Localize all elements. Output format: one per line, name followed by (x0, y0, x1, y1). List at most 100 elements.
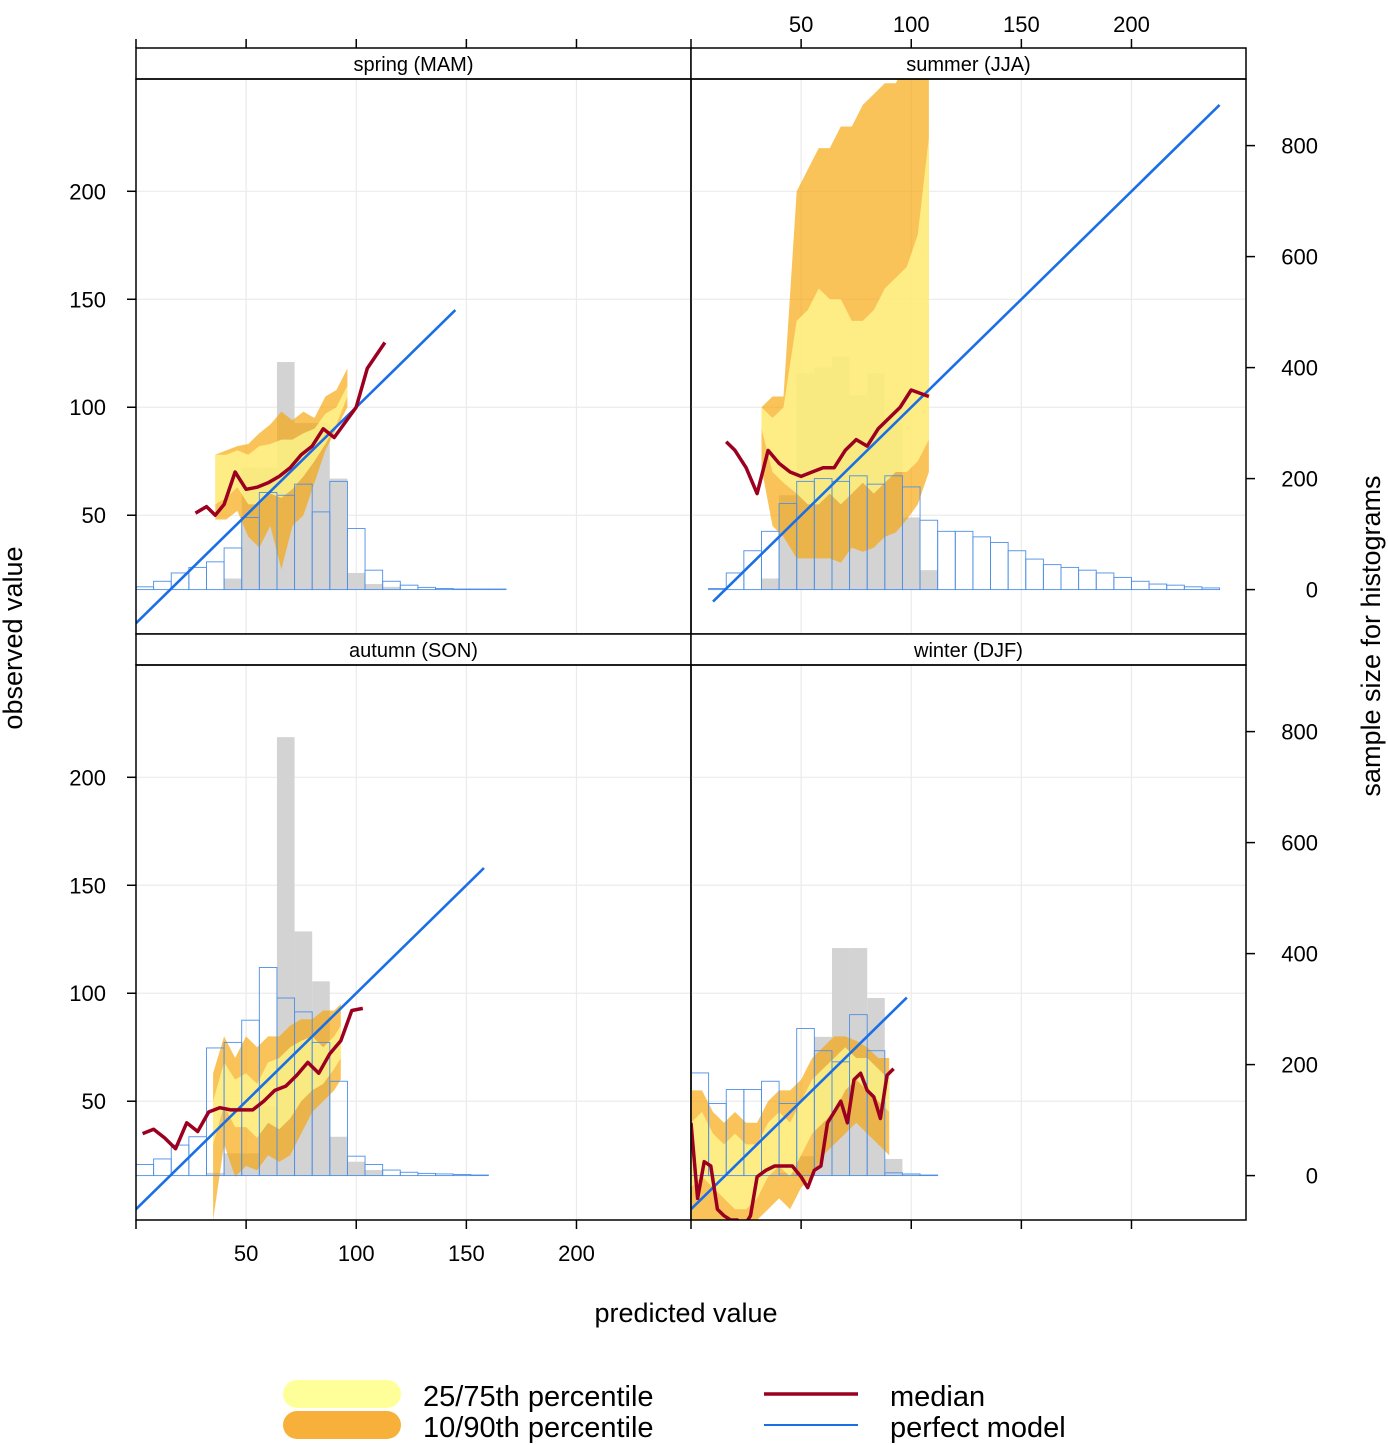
legend: 25/75th percentile 10/90th percentile me… (283, 1380, 1066, 1444)
median-line (194, 341, 387, 517)
hist-predicted-bar (1183, 586, 1203, 591)
y-tick-label: 50 (82, 503, 106, 528)
hist-predicted-bar (1042, 564, 1062, 591)
axes: 50 100 150 200 50 100 150 200 50 100 150 200 50 100 15… (69, 12, 1318, 1266)
panel-spring-mam: spring (MAM) (135, 47, 692, 635)
hist-predicted-bar (1131, 580, 1150, 591)
panel-plot-area (691, 665, 1246, 1220)
perfect-model-line (712, 103, 1221, 603)
hist-predicted-bar (435, 588, 454, 591)
strip-summer-jja (690, 47, 1247, 80)
hist-predicted-bar (1025, 558, 1044, 591)
hist-predicted-bar (866, 1050, 886, 1177)
hist-predicted-bar (399, 584, 419, 591)
x-tick-label: 50 (789, 12, 813, 37)
hist-observed-bar (902, 1174, 921, 1176)
x-tick-label: 100 (893, 12, 930, 37)
perfect-model-line (136, 309, 457, 625)
y-tick-label: 200 (69, 179, 106, 204)
legend-label-perfect-model: perfect model (890, 1412, 1066, 1444)
hist-predicted-bar (206, 561, 225, 591)
perfect-model-line (136, 867, 485, 1211)
hist-observed-bar (329, 478, 348, 590)
y2-tick-label: 600 (1281, 245, 1318, 270)
hist-predicted-bar (452, 588, 472, 591)
hist-predicted-bar (435, 1173, 454, 1177)
strip-label-winter-djf: winter (DJF) (913, 640, 1023, 662)
hist-predicted-bar (153, 580, 172, 591)
strip-label-spring-mam: spring (MAM) (353, 54, 473, 76)
hist-predicted-bar (136, 1164, 155, 1177)
hist-predicted-bar (470, 1174, 489, 1177)
hist-predicted-bar (364, 569, 384, 591)
hist-predicted-bar (1095, 572, 1115, 591)
y2-tick-label: 400 (1281, 356, 1318, 381)
panel-summer-jja: summer (JJA) (690, 47, 1247, 635)
y-tick-label: 50 (82, 1089, 106, 1114)
hist-observed-bar (365, 1170, 383, 1176)
median-line (724, 388, 930, 496)
panel-border (135, 78, 692, 635)
y-tick-label: 150 (69, 287, 106, 312)
hist-predicted-bar (1113, 576, 1132, 591)
y2-tick-label: 200 (1281, 467, 1318, 492)
x-axis-title: predicted value (594, 1298, 777, 1328)
hist-predicted-bar (972, 536, 991, 591)
y-tick-label: 100 (69, 981, 106, 1006)
x-tick-label: 200 (558, 1241, 595, 1266)
hist-predicted-bar (1078, 569, 1097, 591)
hist-predicted-bar (136, 586, 155, 591)
hist-predicted-bar (329, 1080, 348, 1177)
legend-swatch-q10-90 (283, 1411, 401, 1439)
panel-winter-djf: winter (DJF) (690, 633, 1247, 1221)
x-tick-label: 150 (1003, 12, 1040, 37)
hist-predicted-bar (346, 528, 366, 591)
hist-predicted-bar (1148, 583, 1168, 591)
panel-plot-area (136, 79, 691, 634)
y-tick-label: 200 (69, 765, 106, 790)
x-tick-label: 200 (1113, 12, 1150, 37)
hist-predicted-bar (1060, 566, 1080, 591)
hist-predicted-bar (382, 1169, 401, 1177)
hist-predicted-bar (153, 1158, 172, 1177)
legend-swatch-q25-75 (283, 1380, 401, 1408)
hist-predicted-bar (1166, 584, 1185, 591)
hist-predicted-bar (470, 588, 489, 591)
panel-plot-area (136, 665, 691, 1220)
hist-observed-bar (902, 517, 921, 590)
hist-predicted-bar (1201, 587, 1221, 591)
hist-predicted-bar (417, 1172, 436, 1177)
perfect-model-line (691, 996, 908, 1211)
hist-predicted-bar (417, 586, 436, 591)
strip-winter-djf (690, 633, 1247, 666)
hist-observed-bar (761, 578, 780, 590)
y2-tick-label: 200 (1281, 1053, 1318, 1078)
strip-spring-mam (135, 47, 692, 80)
x-tick-label: 50 (234, 1241, 258, 1266)
y2-tick-label: 600 (1281, 831, 1318, 856)
band-25-75 (761, 137, 929, 505)
median-line (141, 1006, 364, 1151)
hist-observed-bar (365, 584, 383, 590)
hist-predicted-bar (954, 530, 974, 591)
legend-label-q25-75: 25/75th percentile (423, 1381, 654, 1413)
strip-label-summer-jja: summer (JJA) (906, 54, 1030, 76)
hist-observed-bar (382, 586, 401, 590)
strip-autumn-son (135, 633, 692, 666)
hist-predicted-bar (919, 1174, 939, 1177)
y-tick-label: 100 (69, 395, 106, 420)
hist-predicted-bar (1007, 550, 1027, 591)
y2-axis-title: sample size for histograms (1356, 475, 1386, 796)
hist-observed-bar (884, 1158, 903, 1176)
strip-label-autumn-son: autumn (SON) (349, 640, 478, 662)
x-tick-label: 150 (448, 1241, 485, 1266)
hist-observed-bar (920, 570, 938, 590)
legend-label-q10-90: 10/90th percentile (423, 1412, 654, 1444)
hist-predicted-bar (188, 566, 207, 591)
panel-autumn-son: autumn (SON) (135, 633, 692, 1221)
x-tick-label: 100 (338, 1241, 375, 1266)
hist-predicted-bar (487, 588, 507, 591)
y2-tick-label: 0 (1306, 1164, 1318, 1189)
hist-predicted-bar (452, 1174, 472, 1177)
